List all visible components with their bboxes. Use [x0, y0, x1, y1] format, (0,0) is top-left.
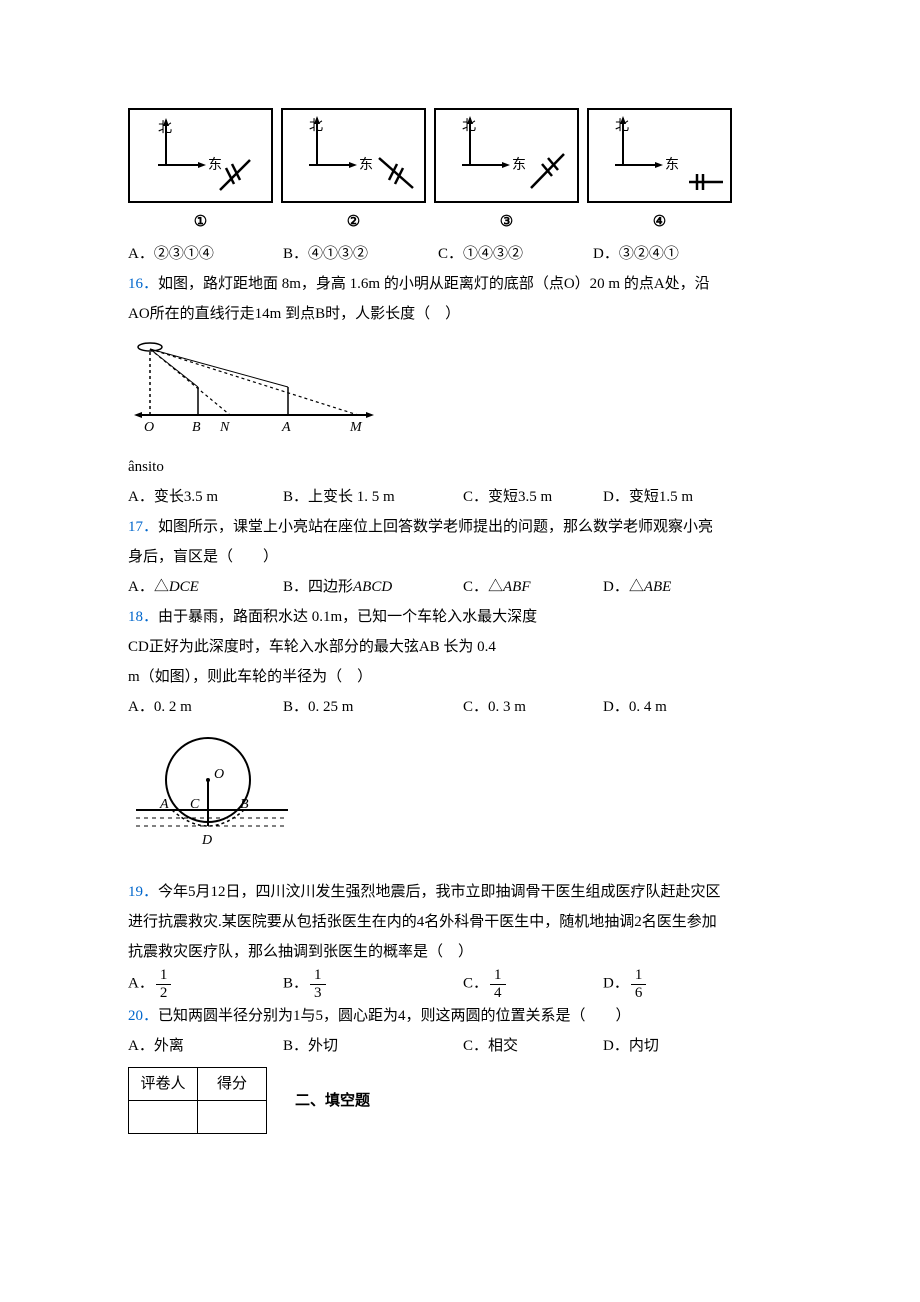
q17-num: 17． [128, 519, 158, 535]
svg-text:B: B [240, 797, 249, 812]
q17-body1: 如图所示，课堂上小亮站在座位上回答数学老师提出的问题，那么数学老师观察小亮 [158, 519, 713, 535]
q18-choices: A．0. 2 m B．0. 25 m C．0. 3 m D．0. 4 m [128, 692, 788, 722]
q18-line1: 18．由于暴雨，路面积水达 0.1m，已知一个车轮入水最大深度 [128, 602, 788, 632]
q20-line1: 20．已知两圆半径分别为1与5，圆心距为4，则这两圆的位置关系是（ ） [128, 1001, 788, 1031]
score-cell-1 [129, 1101, 198, 1134]
q16-num: 16． [128, 276, 158, 292]
q19-choice-a: A．12 [128, 967, 283, 1001]
fig-4: 北 东 ④ [587, 108, 732, 237]
svg-text:北: 北 [615, 118, 629, 134]
q16-choice-c: C．变短3.5 m [463, 482, 603, 512]
q17-choice-b: B．四边形ABCD [283, 572, 463, 602]
q18-diagram: A C B O D [128, 728, 788, 869]
q19-choice-c: C．14 [463, 967, 603, 1001]
q16-body1: 如图，路灯距地面 8m，身高 1.6m 的小明从距离灯的底部（点O）20 m 的… [158, 276, 710, 292]
svg-text:A: A [281, 420, 291, 435]
q19-choices: A．12 B．13 C．14 D．16 [128, 967, 788, 1001]
compass-svg-1: 北 东 [130, 110, 271, 201]
svg-text:北: 北 [462, 118, 476, 134]
q19-line2: 进行抗震救灾.某医院要从包括张医生在内的4名外科骨干医生中，随机地抽调2名医生参… [128, 907, 788, 937]
compass-svg-3: 北 东 [436, 110, 577, 201]
q15-choice-b: B．④①③② [283, 239, 438, 269]
svg-text:A: A [159, 797, 169, 812]
fig-1-label: ① [128, 207, 273, 237]
q18-line3: m（如图），则此车轮的半径为（ ） [128, 662, 788, 692]
q15-choices: A．②③①④ B．④①③② C．①④③② D．③②④① [128, 239, 788, 269]
q16-diagram: O B N A M [128, 337, 788, 448]
svg-text:M: M [349, 420, 363, 435]
svg-text:东: 东 [359, 157, 373, 173]
q20-choice-d: D．内切 [603, 1031, 743, 1061]
q16-line1: 16．如图，路灯距地面 8m，身高 1.6m 的小明从距离灯的底部（点O）20 … [128, 269, 788, 299]
q16-choice-a: A．变长3.5 m [128, 482, 283, 512]
q17-choice-a: A．△DCE [128, 572, 283, 602]
q15-choice-a: A．②③①④ [128, 239, 283, 269]
svg-text:O: O [214, 767, 224, 782]
q18-choice-a: A．0. 2 m [128, 692, 283, 722]
q15-choice-c: C．①④③② [438, 239, 593, 269]
q17-choices: A．△DCE B．四边形ABCD C．△ABF D．△ABE [128, 572, 788, 602]
q18-choice-b: B．0. 25 m [283, 692, 463, 722]
score-h2: 得分 [198, 1068, 267, 1101]
fig-3-label: ③ [434, 207, 579, 237]
q19-choice-b: B．13 [283, 967, 463, 1001]
q19-num: 19． [128, 884, 158, 900]
q18-num: 18． [128, 609, 158, 625]
fig-2: 北 东 ② [281, 108, 426, 237]
q19-choice-d: D．16 [603, 967, 743, 1001]
svg-text:东: 东 [208, 157, 222, 173]
compass-svg-4: 北 东 [589, 110, 730, 201]
svg-text:B: B [192, 420, 201, 435]
q17-choice-d: D．△ABE [603, 572, 743, 602]
q19-body1: 今年5月12日，四川汶川发生强烈地震后，我市立即抽调骨干医生组成医疗队赶赴灾区 [158, 884, 721, 900]
fig-2-label: ② [281, 207, 426, 237]
fig-1: 北 东 ① [128, 108, 273, 237]
svg-text:O: O [144, 420, 154, 435]
svg-text:C: C [190, 797, 200, 812]
q20-choice-c: C．相交 [463, 1031, 603, 1061]
q15-choice-d: D．③②④① [593, 239, 748, 269]
q18-choice-d: D．0. 4 m [603, 692, 743, 722]
q19-line3: 抗震救灾医疗队，那么抽调到张医生的概率是（ ） [128, 937, 788, 967]
svg-text:东: 东 [512, 157, 526, 173]
svg-text:东: 东 [665, 157, 679, 173]
q18-line2: CD正好为此深度时，车轮入水部分的最大弦AB 长为 0.4 [128, 632, 788, 662]
svg-text:N: N [219, 420, 230, 435]
q20-choice-a: A．外离 [128, 1031, 283, 1061]
q20-body: 已知两圆半径分别为1与5，圆心距为4，则这两圆的位置关系是（ ） [158, 1008, 631, 1024]
svg-text:D: D [201, 833, 212, 848]
q17-line2: 身后，盲区是（ ） [128, 542, 788, 572]
score-cell-2 [198, 1101, 267, 1134]
svg-text:北: 北 [158, 120, 172, 136]
figure-row: 北 东 ① 北 东 [128, 108, 788, 237]
score-row: 评卷人 得分 二、填空题 [128, 1067, 788, 1134]
compass-svg-2: 北 东 [283, 110, 424, 201]
q16-choices: A．变长3.5 m B．上变长 1. 5 m C．变短3.5 m D．变短1.5… [128, 482, 788, 512]
q18-body1: 由于暴雨，路面积水达 0.1m，已知一个车轮入水最大深度 [158, 609, 537, 625]
svg-text:北: 北 [309, 118, 323, 134]
q17-choice-c: C．△ABF [463, 572, 603, 602]
q17-line1: 17．如图所示，课堂上小亮站在座位上回答数学老师提出的问题，那么数学老师观察小亮 [128, 512, 788, 542]
fig-3: 北 东 ③ [434, 108, 579, 237]
section-2-head: 二、填空题 [295, 1086, 370, 1116]
score-h1: 评卷人 [129, 1068, 198, 1101]
q16-choice-d: D．变短1.5 m [603, 482, 743, 512]
q20-choice-b: B．外切 [283, 1031, 463, 1061]
q19-line1: 19．今年5月12日，四川汶川发生强烈地震后，我市立即抽调骨干医生组成医疗队赶赴… [128, 877, 788, 907]
q20-num: 20． [128, 1008, 158, 1024]
fig-4-label: ④ [587, 207, 732, 237]
score-table: 评卷人 得分 [128, 1067, 267, 1134]
q16-choice-b: B．上变长 1. 5 m [283, 482, 463, 512]
q20-choices: A．外离 B．外切 C．相交 D．内切 [128, 1031, 788, 1061]
q16-line2: AO所在的直线行走14m 到点B时，人影长度（ ） [128, 299, 788, 329]
q18-choice-c: C．0. 3 m [463, 692, 603, 722]
